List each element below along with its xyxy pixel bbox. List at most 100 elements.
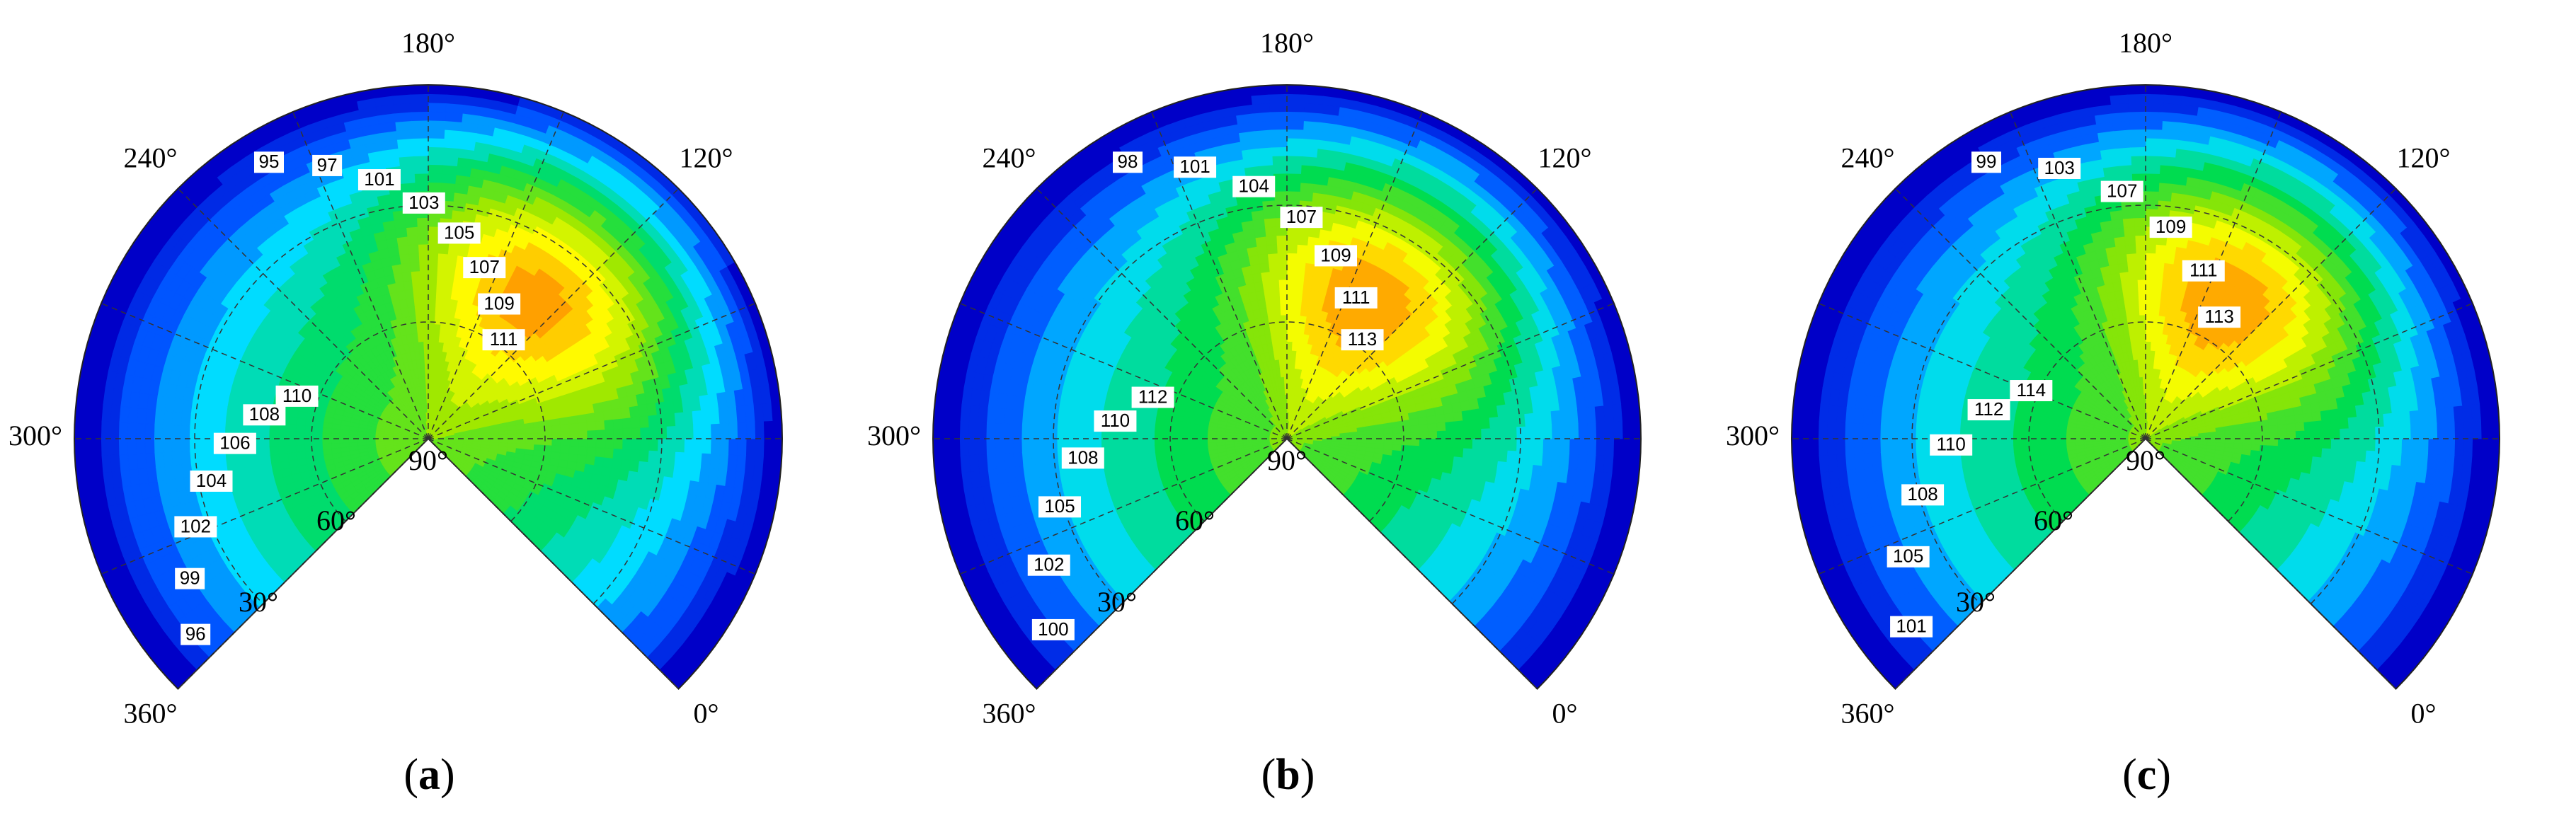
- heatmap-cell: [1383, 432, 1394, 439]
- heatmap-cell: [578, 438, 588, 448]
- heatmap-cell: [428, 155, 444, 166]
- heatmap-cell: [622, 417, 632, 430]
- heatmap-cell: [118, 454, 130, 472]
- heatmap-cell: [1489, 449, 1500, 461]
- heatmap-cell: [1507, 438, 1518, 451]
- heatmap-cell: [648, 414, 658, 428]
- heatmap-cell: [1550, 452, 1562, 468]
- heatmap-cell: [1568, 408, 1579, 425]
- contour-label-bg: [437, 222, 481, 244]
- heatmap-cell: [587, 438, 597, 448]
- heatmap-cell: [1550, 410, 1562, 425]
- heatmap-cell: [339, 434, 350, 439]
- heatmap-cell: [569, 438, 579, 447]
- heatmap-cell: [171, 451, 183, 466]
- heatmap-cell: [658, 425, 668, 439]
- heatmap-cell: [753, 403, 765, 422]
- heatmap-cell: [594, 456, 605, 467]
- contour-label: 108: [249, 403, 280, 425]
- heatmap-cell: [313, 432, 323, 439]
- heatmap-cell: [568, 446, 579, 455]
- heatmap-cell: [180, 438, 190, 452]
- contour-label: 95: [259, 151, 280, 172]
- heatmap-cell: [735, 454, 747, 473]
- heatmap-cell: [428, 137, 445, 148]
- heatmap-cell: [595, 438, 606, 449]
- heatmap-cell: [331, 428, 341, 434]
- heatmap-cell: [433, 323, 441, 334]
- heatmap-cell: [629, 405, 640, 418]
- heatmap-cell: [268, 430, 279, 439]
- heatmap-cell: [516, 433, 526, 439]
- heatmap-cell: [772, 438, 783, 458]
- heatmap-cell: [136, 438, 146, 455]
- heatmap-cell: [1401, 438, 1412, 446]
- heatmap-cell: [339, 438, 350, 444]
- heatmap-cell: [154, 452, 165, 468]
- heatmap-cell: [1506, 449, 1517, 463]
- heatmap-cell: [397, 146, 414, 158]
- heatmap-cell: [639, 415, 650, 428]
- heatmap-cell: [83, 456, 95, 475]
- heatmap-cell: [74, 438, 84, 458]
- angle-label: 360°: [124, 698, 178, 730]
- heatmap-cell: [718, 407, 729, 424]
- heatmap-cell: [154, 424, 164, 439]
- heatmap-cell: [1480, 417, 1491, 430]
- heatmap-cell: [313, 438, 323, 445]
- heatmap-cell: [1560, 423, 1571, 439]
- heatmap-cell: [630, 449, 641, 461]
- heatmap-cell: [507, 442, 517, 449]
- heatmap-cell: [109, 422, 120, 439]
- heatmap-cell: [568, 422, 579, 432]
- heatmap-cell: [1445, 420, 1455, 431]
- heatmap-cell: [735, 405, 747, 423]
- heatmap-cell: [620, 459, 631, 471]
- angle-label: 120°: [679, 142, 733, 174]
- heatmap-cell: [414, 182, 429, 192]
- heatmap-cell: [411, 111, 429, 122]
- heatmap-cell: [587, 430, 597, 439]
- heatmap-cell: [357, 434, 367, 439]
- heatmap-cell: [1622, 438, 1632, 457]
- heatmap-cell: [432, 350, 438, 360]
- heatmap-cell: [92, 455, 103, 475]
- heatmap-cell: [136, 453, 147, 470]
- heatmap-cell: [144, 438, 155, 454]
- heatmap-cell: [261, 455, 272, 466]
- heatmap-cell: [665, 412, 676, 427]
- heatmap-cell: [1578, 438, 1588, 455]
- angle-label: 0°: [693, 698, 719, 730]
- heatmap-cell: [189, 413, 200, 427]
- heatmap-cell: [127, 438, 137, 455]
- heatmap-cell: [1392, 438, 1402, 445]
- heatmap-cell: [233, 417, 244, 430]
- heatmap-cell: [560, 445, 571, 454]
- heatmap-cell: [277, 430, 287, 439]
- heatmap-cell: [144, 423, 155, 439]
- heatmap-cell: [110, 405, 121, 423]
- heatmap-cell: [1461, 409, 1472, 421]
- heatmap-cell: [433, 341, 439, 352]
- heatmap-cell: [260, 438, 270, 448]
- heatmap-cell: [595, 420, 606, 430]
- heatmap-cell: [640, 438, 650, 451]
- heatmap-cell: [436, 270, 447, 281]
- heatmap-cell: [755, 420, 765, 439]
- heatmap-cell: [755, 438, 765, 457]
- heatmap-cell: [295, 424, 306, 433]
- heatmap-cell: [745, 455, 756, 473]
- heatmap-cell: [431, 359, 437, 369]
- contour-label-bg: [463, 257, 506, 279]
- heatmap-cell: [413, 155, 429, 166]
- heatmap-cell: [413, 306, 423, 316]
- heatmap-cell: [1533, 411, 1544, 427]
- heatmap-cell: [443, 138, 460, 149]
- heatmap-cell: [1552, 438, 1562, 454]
- heatmap-cell: [445, 271, 455, 282]
- heatmap-cell: [666, 438, 677, 452]
- heatmap-cell: [428, 129, 445, 139]
- heatmap-cell: [648, 438, 659, 451]
- heatmap-cell: [1542, 424, 1553, 439]
